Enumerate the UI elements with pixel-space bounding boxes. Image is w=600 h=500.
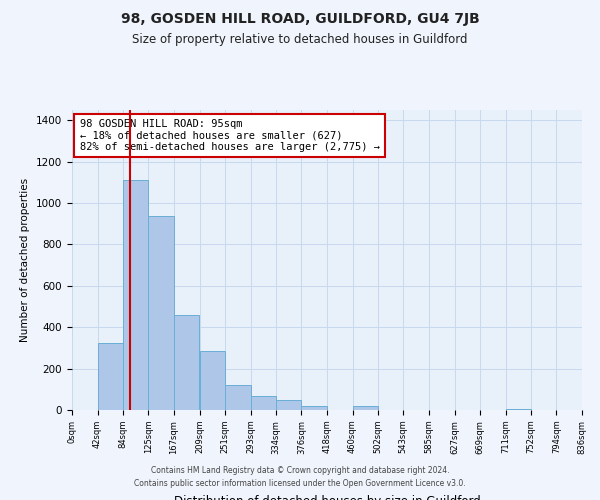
Bar	[148, 216, 174, 410]
Bar	[506, 409, 531, 410]
Text: Contains HM Land Registry data © Crown copyright and database right 2024.
Contai: Contains HM Land Registry data © Crown c…	[134, 466, 466, 487]
Text: 98 GOSDEN HILL ROAD: 95sqm
← 18% of detached houses are smaller (627)
82% of sem: 98 GOSDEN HILL ROAD: 95sqm ← 18% of deta…	[80, 119, 380, 152]
Bar	[276, 400, 301, 410]
Text: 98, GOSDEN HILL ROAD, GUILDFORD, GU4 7JB: 98, GOSDEN HILL ROAD, GUILDFORD, GU4 7JB	[121, 12, 479, 26]
Bar	[301, 406, 327, 410]
Bar	[251, 396, 276, 410]
Bar	[123, 180, 148, 410]
Text: Size of property relative to detached houses in Guildford: Size of property relative to detached ho…	[132, 32, 468, 46]
Bar	[174, 315, 199, 410]
Y-axis label: Number of detached properties: Number of detached properties	[20, 178, 31, 342]
Bar	[98, 343, 123, 410]
Bar	[353, 406, 378, 410]
X-axis label: Distribution of detached houses by size in Guildford: Distribution of detached houses by size …	[173, 496, 481, 500]
Bar	[225, 385, 251, 410]
Bar	[199, 351, 225, 410]
